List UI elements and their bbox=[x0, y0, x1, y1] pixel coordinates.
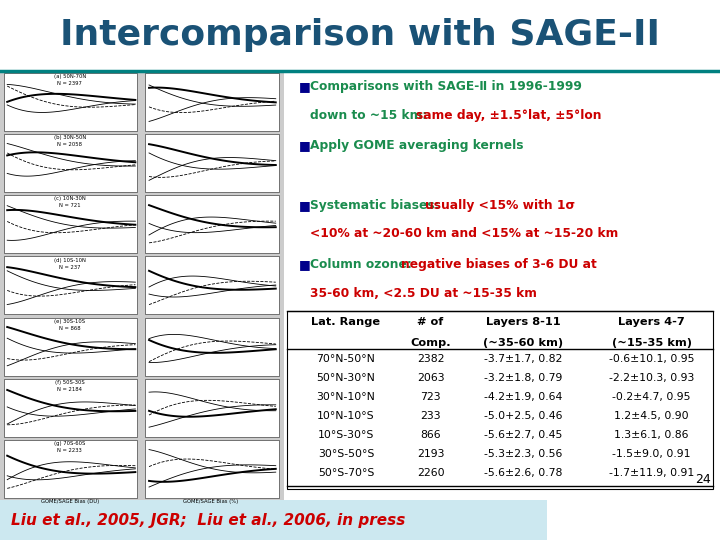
Text: Liu et al., 2005, JGR;  Liu et al., 2006, in press: Liu et al., 2005, JGR; Liu et al., 2006,… bbox=[11, 512, 405, 528]
Text: down to ~15 km:: down to ~15 km: bbox=[310, 109, 431, 122]
Text: Intercomparison with SAGE-II: Intercomparison with SAGE-II bbox=[60, 18, 660, 52]
FancyBboxPatch shape bbox=[287, 310, 713, 489]
Text: 1.3±6.1, 0.86: 1.3±6.1, 0.86 bbox=[614, 430, 689, 440]
FancyBboxPatch shape bbox=[145, 195, 279, 253]
Text: N = 868: N = 868 bbox=[59, 326, 81, 330]
Text: 10°S-30°S: 10°S-30°S bbox=[318, 430, 374, 440]
FancyBboxPatch shape bbox=[145, 379, 279, 437]
FancyBboxPatch shape bbox=[4, 379, 137, 437]
Text: -1.5±9.0, 0.91: -1.5±9.0, 0.91 bbox=[612, 449, 691, 460]
Text: 30°S-50°S: 30°S-50°S bbox=[318, 449, 374, 460]
Text: Comp.: Comp. bbox=[410, 338, 451, 348]
Text: -5.6±2.6, 0.78: -5.6±2.6, 0.78 bbox=[485, 469, 562, 478]
Text: 2260: 2260 bbox=[417, 469, 444, 478]
Text: 233: 233 bbox=[420, 411, 441, 421]
Text: 2382: 2382 bbox=[417, 354, 444, 364]
Text: 50°S-70°S: 50°S-70°S bbox=[318, 469, 374, 478]
Text: (f) 50S-30S: (f) 50S-30S bbox=[55, 380, 85, 385]
Text: (~35-60 km): (~35-60 km) bbox=[483, 338, 564, 348]
FancyBboxPatch shape bbox=[4, 440, 137, 498]
Text: Comparisons with SAGE-Ⅱ in 1996-1999: Comparisons with SAGE-Ⅱ in 1996-1999 bbox=[310, 80, 582, 93]
Text: 24: 24 bbox=[695, 473, 711, 486]
Text: Column ozone:: Column ozone: bbox=[310, 258, 415, 271]
Text: 723: 723 bbox=[420, 392, 441, 402]
Text: ■: ■ bbox=[299, 80, 310, 93]
Text: (e) 30S-10S: (e) 30S-10S bbox=[54, 319, 86, 323]
FancyBboxPatch shape bbox=[0, 71, 284, 500]
Text: Layers 4-7: Layers 4-7 bbox=[618, 317, 685, 327]
Text: negative biases of 3-6 DU at: negative biases of 3-6 DU at bbox=[401, 258, 597, 271]
Text: -5.6±2.7, 0.45: -5.6±2.7, 0.45 bbox=[485, 430, 562, 440]
Text: -1.7±11.9, 0.91: -1.7±11.9, 0.91 bbox=[609, 469, 694, 478]
FancyBboxPatch shape bbox=[4, 134, 137, 192]
FancyBboxPatch shape bbox=[4, 256, 137, 314]
Text: Apply GOME averaging kernels: Apply GOME averaging kernels bbox=[310, 139, 523, 152]
Text: (g) 70S-60S: (g) 70S-60S bbox=[54, 441, 86, 446]
FancyBboxPatch shape bbox=[4, 73, 137, 131]
Text: ■: ■ bbox=[299, 199, 310, 212]
Text: N = 721: N = 721 bbox=[59, 204, 81, 208]
FancyBboxPatch shape bbox=[145, 440, 279, 498]
Text: same day, ±1.5°lat, ±5°lon: same day, ±1.5°lat, ±5°lon bbox=[416, 109, 602, 122]
Text: -5.0+2.5, 0.46: -5.0+2.5, 0.46 bbox=[484, 411, 563, 421]
Text: (c) 10N-30N: (c) 10N-30N bbox=[54, 197, 86, 201]
Text: 866: 866 bbox=[420, 430, 441, 440]
Text: -2.2±10.3, 0.93: -2.2±10.3, 0.93 bbox=[609, 373, 694, 383]
FancyBboxPatch shape bbox=[4, 318, 137, 375]
FancyBboxPatch shape bbox=[145, 134, 279, 192]
FancyBboxPatch shape bbox=[4, 195, 137, 253]
Text: # of: # of bbox=[418, 317, 444, 327]
Text: -0.6±10.1, 0.95: -0.6±10.1, 0.95 bbox=[609, 354, 694, 364]
Text: (b) 30N-50N: (b) 30N-50N bbox=[54, 135, 86, 140]
Text: 50°N-30°N: 50°N-30°N bbox=[317, 373, 375, 383]
Text: N = 237: N = 237 bbox=[59, 265, 81, 269]
FancyBboxPatch shape bbox=[145, 73, 279, 131]
Text: N = 2184: N = 2184 bbox=[58, 387, 82, 392]
Text: 30°N-10°N: 30°N-10°N bbox=[317, 392, 375, 402]
Text: usually <15% with 1σ: usually <15% with 1σ bbox=[425, 199, 575, 212]
Text: (d) 10S-10N: (d) 10S-10N bbox=[54, 258, 86, 262]
Text: -4.2±1.9, 0.64: -4.2±1.9, 0.64 bbox=[485, 392, 562, 402]
Text: <10% at ~20-60 km and <15% at ~15-20 km: <10% at ~20-60 km and <15% at ~15-20 km bbox=[310, 227, 618, 240]
Text: -5.3±2.3, 0.56: -5.3±2.3, 0.56 bbox=[485, 449, 562, 460]
Text: 2063: 2063 bbox=[417, 373, 444, 383]
FancyBboxPatch shape bbox=[145, 318, 279, 375]
Text: 70°N-50°N: 70°N-50°N bbox=[317, 354, 375, 364]
Text: N = 2397: N = 2397 bbox=[58, 81, 82, 86]
Text: Layers 8-11: Layers 8-11 bbox=[486, 317, 561, 327]
Text: -3.7±1.7, 0.82: -3.7±1.7, 0.82 bbox=[485, 354, 562, 364]
FancyBboxPatch shape bbox=[145, 256, 279, 314]
Text: -0.2±4.7, 0.95: -0.2±4.7, 0.95 bbox=[612, 392, 691, 402]
Text: N = 2058: N = 2058 bbox=[58, 142, 82, 147]
Text: 10°N-10°S: 10°N-10°S bbox=[317, 411, 375, 421]
Text: N = 2233: N = 2233 bbox=[58, 448, 82, 453]
Text: 35-60 km, <2.5 DU at ~15-35 km: 35-60 km, <2.5 DU at ~15-35 km bbox=[310, 287, 536, 300]
Text: Lat. Range: Lat. Range bbox=[311, 317, 381, 327]
FancyBboxPatch shape bbox=[0, 500, 547, 540]
Text: (a) 50N-70N: (a) 50N-70N bbox=[54, 74, 86, 79]
Text: ■: ■ bbox=[299, 258, 310, 271]
Text: 2193: 2193 bbox=[417, 449, 444, 460]
Text: -3.2±1.8, 0.79: -3.2±1.8, 0.79 bbox=[485, 373, 562, 383]
Text: GOME/SAGE Bias (%): GOME/SAGE Bias (%) bbox=[184, 499, 238, 504]
Text: ■: ■ bbox=[299, 139, 310, 152]
Text: (~15-35 km): (~15-35 km) bbox=[611, 338, 692, 348]
Text: GOME/SAGE Bias (DU): GOME/SAGE Bias (DU) bbox=[41, 499, 99, 504]
Text: Systematic biases:: Systematic biases: bbox=[310, 199, 444, 212]
Text: 1.2±4.5, 0.90: 1.2±4.5, 0.90 bbox=[614, 411, 689, 421]
